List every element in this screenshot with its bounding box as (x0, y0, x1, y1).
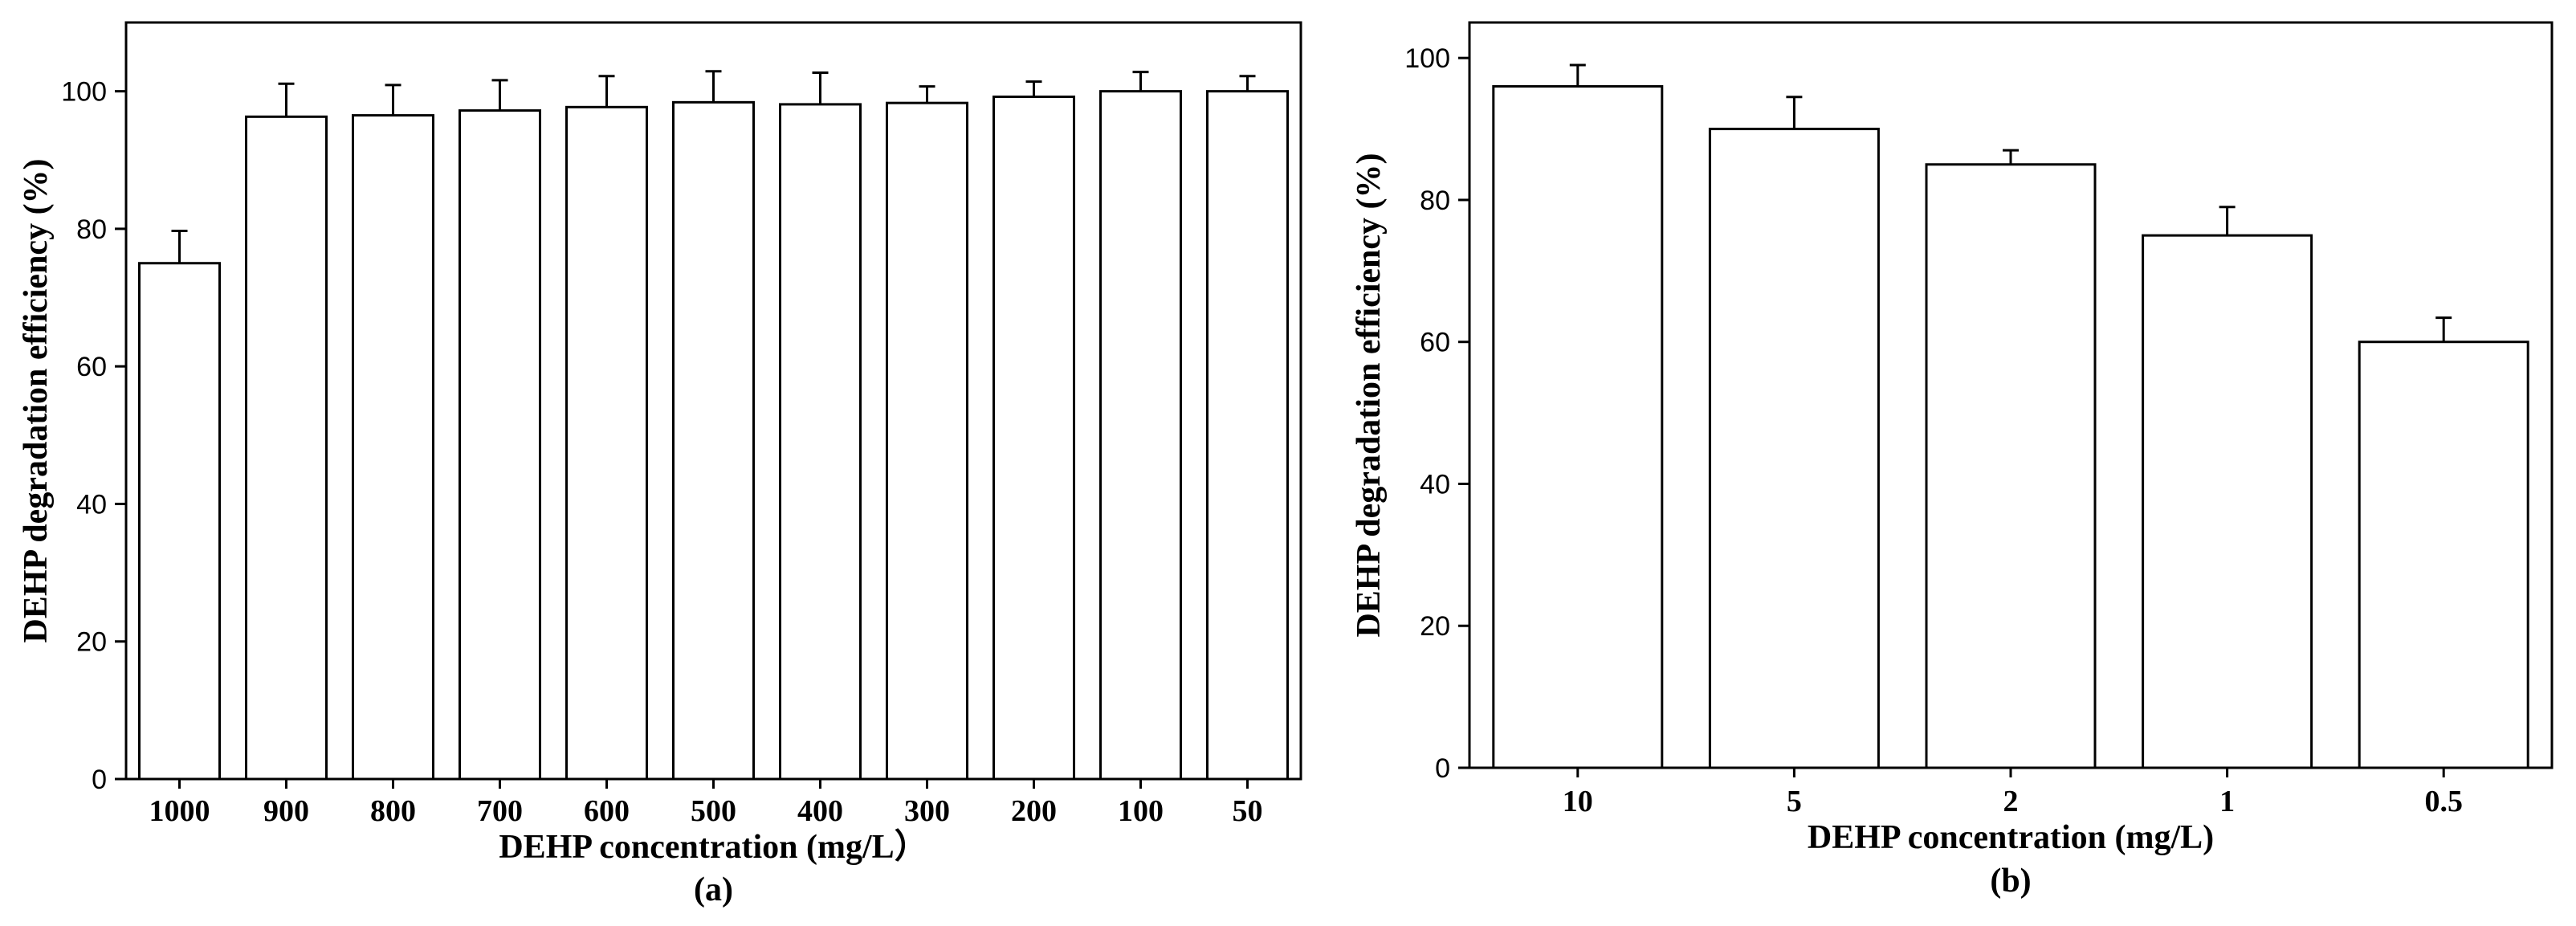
y-tick-label: 40 (76, 489, 107, 520)
bar-300 (886, 101, 968, 781)
x-tick-label-200: 200 (1011, 794, 1057, 828)
bar-5 (1708, 128, 1880, 769)
x-tick-label-5: 5 (1787, 785, 1802, 818)
x-tick-label-1000: 1000 (149, 794, 210, 828)
x-tick-label-500: 500 (691, 794, 736, 828)
y-tick-label: 20 (76, 627, 107, 658)
bar-10 (1492, 85, 1664, 769)
y-axis-title: DEHP degradation efficiency (%) (18, 158, 55, 642)
x-tick-label-10: 10 (1563, 785, 1593, 818)
bar-1 (2142, 234, 2313, 769)
y-axis-title: DEHP degradation efficiency (%) (1351, 153, 1388, 637)
bar-1000 (138, 262, 221, 781)
bar-200 (992, 95, 1075, 781)
y-tick-label: 20 (1420, 611, 1450, 642)
x-tick-label-100: 100 (1118, 794, 1164, 828)
x-tick-label-900: 900 (263, 794, 309, 828)
bar-50 (1206, 90, 1289, 781)
bar-100 (1099, 90, 1182, 781)
x-tick-label-0.5: 0.5 (2424, 785, 2463, 818)
bar-0.5 (2358, 341, 2529, 769)
y-tick-label: 100 (61, 77, 107, 108)
x-tick-label-2: 2 (2003, 785, 2019, 818)
bar-400 (779, 103, 862, 781)
y-tick-label: 0 (1435, 753, 1450, 784)
x-axis-title: DEHP concentration (mg/L) (1808, 819, 2214, 856)
y-tick-label: 0 (92, 765, 107, 795)
chart-panel-a: 0 20 40 60 80 100 1000 900 800 700 600 500 400 300 200… (18, 21, 1302, 908)
panel-label: (b) (1990, 863, 2031, 899)
x-tick-label-800: 800 (370, 794, 416, 828)
y-tick-label: 80 (76, 214, 107, 245)
y-tick-label: 80 (1420, 186, 1450, 216)
bar-800 (352, 114, 434, 781)
y-tick-label: 60 (1420, 328, 1450, 358)
x-tick-label-300: 300 (904, 794, 950, 828)
x-tick-label-50: 50 (1233, 794, 1263, 828)
bar-900 (245, 115, 328, 781)
bar-2 (1925, 163, 2097, 769)
x-tick-label-1: 1 (2219, 785, 2235, 818)
y-tick-label: 100 (1404, 43, 1450, 74)
bar-700 (459, 109, 541, 781)
x-tick-label-700: 700 (477, 794, 523, 828)
x-tick-label-400: 400 (797, 794, 843, 828)
chart-panel-b: 0 20 40 60 80 100 10 5 2 1 0.5 DEHP concentration (… (1351, 21, 2554, 899)
bar-600 (565, 105, 648, 781)
y-tick-label: 40 (1420, 469, 1450, 500)
bar-500 (672, 100, 755, 781)
x-axis-title: DEHP concentration (mg/L） (499, 828, 927, 866)
y-tick-label: 60 (76, 352, 107, 382)
panel-label: (a) (694, 871, 733, 908)
x-tick-label-600: 600 (584, 794, 630, 828)
